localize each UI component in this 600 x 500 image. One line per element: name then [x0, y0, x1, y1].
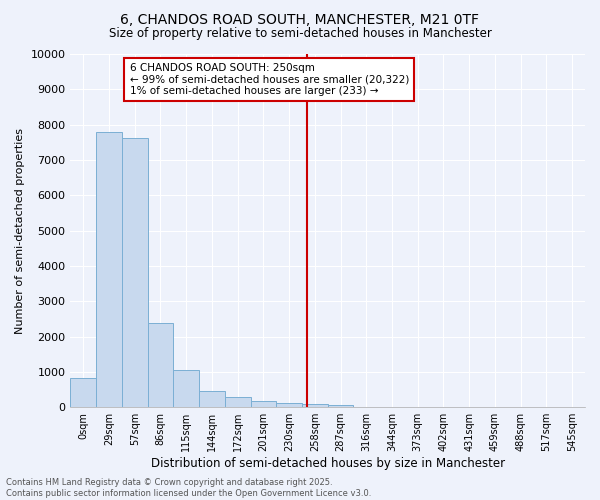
Bar	[173, 370, 199, 407]
Bar	[70, 378, 96, 407]
Bar	[328, 406, 353, 407]
Bar	[199, 391, 225, 407]
Bar	[276, 402, 302, 407]
Bar	[251, 401, 276, 407]
X-axis label: Distribution of semi-detached houses by size in Manchester: Distribution of semi-detached houses by …	[151, 457, 505, 470]
Y-axis label: Number of semi-detached properties: Number of semi-detached properties	[15, 128, 25, 334]
Bar	[148, 323, 173, 407]
Bar	[122, 138, 148, 407]
Text: Contains HM Land Registry data © Crown copyright and database right 2025.
Contai: Contains HM Land Registry data © Crown c…	[6, 478, 371, 498]
Text: 6 CHANDOS ROAD SOUTH: 250sqm
← 99% of semi-detached houses are smaller (20,322)
: 6 CHANDOS ROAD SOUTH: 250sqm ← 99% of se…	[130, 63, 409, 96]
Bar	[225, 397, 251, 407]
Text: Size of property relative to semi-detached houses in Manchester: Size of property relative to semi-detach…	[109, 28, 491, 40]
Text: 6, CHANDOS ROAD SOUTH, MANCHESTER, M21 0TF: 6, CHANDOS ROAD SOUTH, MANCHESTER, M21 0…	[121, 12, 479, 26]
Bar	[302, 404, 328, 407]
Bar	[96, 132, 122, 407]
